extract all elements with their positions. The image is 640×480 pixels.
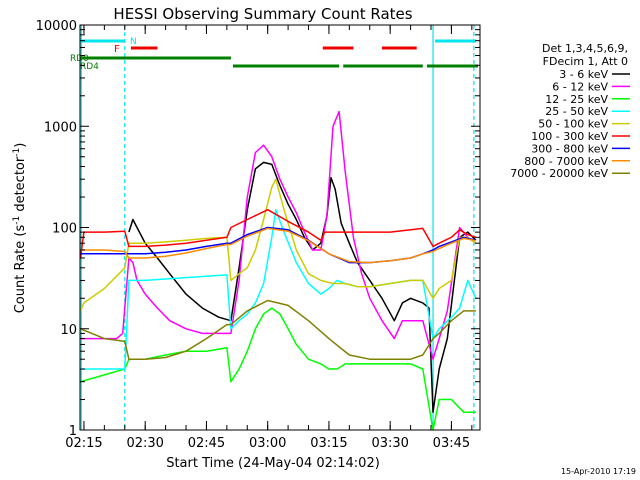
legend-label: 50 - 100 keV — [538, 118, 608, 131]
y-tick-label: 1000 — [44, 120, 77, 135]
flag-label-f: F — [114, 44, 120, 55]
flag-label-n: N — [130, 37, 137, 47]
plot-timestamp: 15-Apr-2010 17:19 — [561, 467, 636, 476]
series-layer — [79, 110, 477, 431]
y-tick-label: 10000 — [36, 19, 77, 34]
x-axis-label: Start Time (24-May-04 02:14:02) — [166, 456, 380, 471]
x-tick-label: 02:30 — [126, 436, 163, 451]
x-tick-label: 03:15 — [310, 436, 347, 451]
series-line — [79, 178, 477, 312]
legend-label: 800 - 7000 keV — [524, 155, 608, 168]
x-tick-label: 03:30 — [371, 436, 408, 451]
legend-label: 6 - 12 keV — [552, 80, 608, 93]
legend: Det 1,3,4,5,6,9,FDecim 1, Att 03 - 6 keV… — [510, 42, 630, 180]
series-line — [80, 299, 476, 360]
legend-label: 300 - 800 keV — [531, 142, 608, 155]
axes-layer: 1 10 100 1000 10000 02:15 02:30 02:45 03:00 03:15… — [36, 19, 481, 451]
legend-label: 25 - 50 keV — [545, 105, 608, 118]
series-line — [80, 227, 477, 264]
plot-background — [80, 25, 480, 430]
series-line — [80, 226, 477, 264]
series-line — [80, 208, 477, 370]
y-tick-label: 100 — [52, 222, 77, 237]
legend-label: 100 - 300 keV — [531, 130, 608, 143]
series-line — [80, 110, 477, 360]
y-axis-label: Count Rate (s-1 detector-1) — [12, 143, 28, 314]
y-tick-label: 10 — [60, 323, 77, 338]
y-tick-label: 1 — [69, 424, 77, 439]
plot-area — [80, 25, 480, 430]
legend-header-line: Det 1,3,4,5,6,9, — [542, 42, 628, 55]
x-tick-label: 03:00 — [249, 436, 286, 451]
chart-title: HESSI Observing Summary Count Rates — [113, 5, 412, 23]
legend-label: 7000 - 20000 keV — [510, 167, 608, 180]
series-line — [79, 208, 477, 259]
legend-header-line: FDecim 1, Att 0 — [543, 55, 628, 68]
series-line — [80, 307, 476, 431]
x-tick-label: 02:15 — [65, 436, 102, 451]
x-tick-label: 02:45 — [188, 436, 225, 451]
legend-label: 12 - 25 keV — [545, 93, 608, 106]
legend-label: 3 - 6 keV — [559, 68, 608, 81]
x-tick-label: 03:45 — [433, 436, 470, 451]
flag-label-rd4: RD4 — [80, 62, 99, 72]
